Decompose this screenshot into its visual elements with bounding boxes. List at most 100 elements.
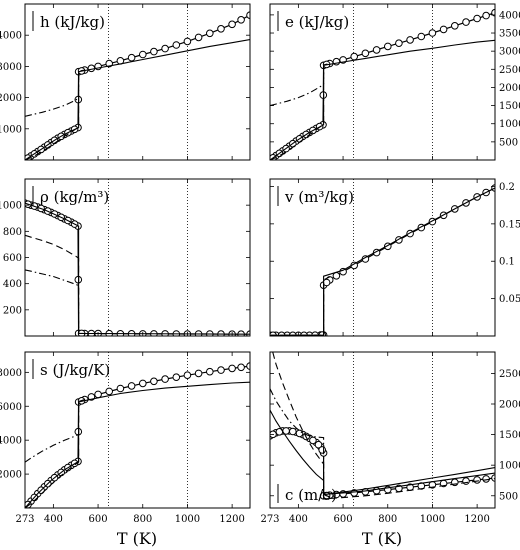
panel-e-ytick-label-3: 2000 bbox=[499, 83, 520, 94]
panel-v-ytick-label-3: 0.2 bbox=[499, 182, 515, 193]
panel-c-series-2 bbox=[323, 472, 495, 496]
panel-c: 500100015002000250027340060080010001200 … bbox=[260, 351, 520, 548]
panel-s-xtick-label-3: 800 bbox=[133, 514, 152, 525]
panel-c-marker-mid-13 bbox=[372, 486, 381, 495]
panel-s-marker-14 bbox=[161, 375, 169, 383]
panel-e-marker-mid-11 bbox=[350, 52, 359, 61]
panel-v-ytick-label-2: 0.15 bbox=[499, 219, 520, 230]
panel-v-ytick-label-0: 0.05 bbox=[499, 294, 520, 305]
panel-e-ytick-label-0: 500 bbox=[499, 137, 518, 148]
panel-c-marker-18 bbox=[473, 476, 481, 484]
panel-h-marker-mid-16 bbox=[217, 25, 225, 33]
panel-v-frame bbox=[269, 178, 496, 337]
panel-s-marker-15 bbox=[183, 371, 192, 380]
panel-c-ytick-label-0: 500 bbox=[499, 491, 518, 502]
panel-s-series-2 bbox=[25, 398, 85, 508]
panel-c-frame bbox=[269, 351, 496, 509]
panel-s-xtick-label-4: 1000 bbox=[175, 514, 200, 525]
panel-h-marker-16 bbox=[206, 29, 214, 38]
panel-e-marker-mid-14 bbox=[417, 32, 426, 41]
panel-s-marker-mid-16 bbox=[217, 366, 225, 374]
panel-e-ytick-label-4: 2500 bbox=[499, 65, 520, 76]
panel-v-series-2 bbox=[270, 276, 330, 336]
panel-e: 500 1000 1500 2000 2500 3000 3500 4000 e (kJ/kg… bbox=[269, 3, 520, 161]
panel-h-frame bbox=[24, 3, 251, 161]
panel-s-marker-mid-17 bbox=[237, 363, 245, 372]
panel-e-ytick-label-2: 1500 bbox=[499, 101, 520, 112]
panel-c-xtick-label-1: 400 bbox=[289, 514, 308, 525]
panel-e-ytick-label-7: 4000 bbox=[499, 10, 520, 21]
panel-s-marker-mid-13 bbox=[150, 377, 158, 386]
panel-s-marker-13 bbox=[139, 379, 147, 388]
panel-rho-ytick-label-0: 200 bbox=[3, 305, 22, 316]
panel-s-series-0 bbox=[25, 365, 250, 508]
panel-v-ytick-label-1: 0.1 bbox=[499, 257, 515, 268]
panel-e-marker-18 bbox=[491, 8, 495, 17]
panel-e-title: e (kJ/kg) bbox=[285, 13, 349, 31]
panel-c-marker-mid-8 bbox=[318, 446, 327, 454]
panel-c-xlabel: T (K) bbox=[362, 529, 402, 548]
panel-c-xtick-label-2: 600 bbox=[334, 514, 353, 525]
panel-e-marker-17 bbox=[473, 14, 481, 23]
panel-s-marker-16 bbox=[206, 367, 214, 376]
panel-h: 1000 2000 3000 4000 h (kJ/kg) bbox=[0, 3, 251, 161]
panel-c-marker-mid-7 bbox=[314, 440, 323, 449]
panel-s-xtick-label-5: 1200 bbox=[219, 514, 244, 525]
panel-h-marker-mid-13 bbox=[150, 47, 158, 56]
panel-v-title: v (m³/kg) bbox=[284, 188, 354, 206]
panel-e-ytick-label-1: 1000 bbox=[499, 119, 520, 130]
panel-rho-series-3 bbox=[25, 269, 80, 334]
panel-s-frame bbox=[24, 351, 251, 509]
panel-c-series-3 bbox=[272, 352, 495, 500]
panel-rho-ytick-label-4: 1000 bbox=[0, 201, 22, 212]
panel-e-marker-mid-16 bbox=[462, 18, 470, 26]
panel-c-marker-mid-4 bbox=[295, 429, 304, 438]
panel-s-title: s (J/kg/K) bbox=[40, 361, 110, 379]
panel-h-marker-15 bbox=[183, 37, 192, 46]
panel-s-ytick-label-2: 6000 bbox=[0, 402, 22, 413]
panel-rho: 200 400 600 800 1000 ρ (kg/m³) bbox=[0, 178, 251, 337]
panel-h-series-3 bbox=[25, 71, 80, 117]
panel-v-series-0 bbox=[270, 187, 495, 336]
panel-s-marker-mid-11 bbox=[105, 387, 113, 396]
panel-s-marker-mid-14 bbox=[172, 373, 181, 382]
panel-s-xtick-label-2: 600 bbox=[89, 514, 108, 525]
panel-e-ytick-label-5: 3000 bbox=[499, 47, 520, 58]
panel-e-marker-16 bbox=[451, 22, 459, 30]
panel-s-series-1 bbox=[25, 381, 250, 508]
panel-e-ytick-label-6: 3500 bbox=[499, 29, 520, 40]
panel-e-series-1 bbox=[270, 39, 495, 160]
panel-c-xtick-label-5: 1200 bbox=[464, 514, 489, 525]
panel-h-series-1 bbox=[25, 39, 250, 160]
panel-e-marker-14 bbox=[406, 36, 414, 44]
panel-c-series-4 bbox=[270, 388, 325, 498]
panel-e-series-2 bbox=[270, 62, 330, 160]
panel-h-marker-17 bbox=[228, 20, 236, 29]
panel-c-ytick-label-2: 1500 bbox=[499, 430, 520, 441]
panel-c-marker-mid-6 bbox=[309, 436, 317, 445]
panel-s-ytick-label-0: 2000 bbox=[0, 470, 22, 481]
panel-h-marker-13 bbox=[139, 50, 147, 59]
panel-h-series-2 bbox=[25, 69, 85, 160]
panel-rho-series-0 bbox=[25, 202, 250, 335]
panel-rho-title: ρ (kg/m³) bbox=[40, 188, 109, 206]
panel-rho-frame bbox=[24, 178, 251, 337]
panel-h-marker-mid-15 bbox=[194, 33, 203, 42]
panel-c-xtick-label-4: 1000 bbox=[420, 514, 445, 525]
panel-e-marker-13 bbox=[384, 42, 392, 51]
panel-c-marker-mid-3 bbox=[289, 427, 297, 436]
panel-c-xtick-label-3: 800 bbox=[378, 514, 397, 525]
panel-c-xtick-label-0: 273 bbox=[260, 514, 279, 525]
panel-s-ytick-label-1: 4000 bbox=[0, 436, 22, 447]
panel-rho-series-1 bbox=[25, 202, 250, 335]
panel-c-marker-19 bbox=[491, 474, 495, 482]
panel-s-marker-mid-12 bbox=[127, 382, 136, 390]
panel-v-series-3 bbox=[270, 282, 325, 336]
panel-e-marker-12 bbox=[361, 49, 370, 58]
panel-h-ytick-label-1: 2000 bbox=[0, 93, 22, 104]
panel-e-marker-mid-13 bbox=[395, 39, 403, 48]
panel-h-marker-mid-17 bbox=[237, 16, 245, 24]
